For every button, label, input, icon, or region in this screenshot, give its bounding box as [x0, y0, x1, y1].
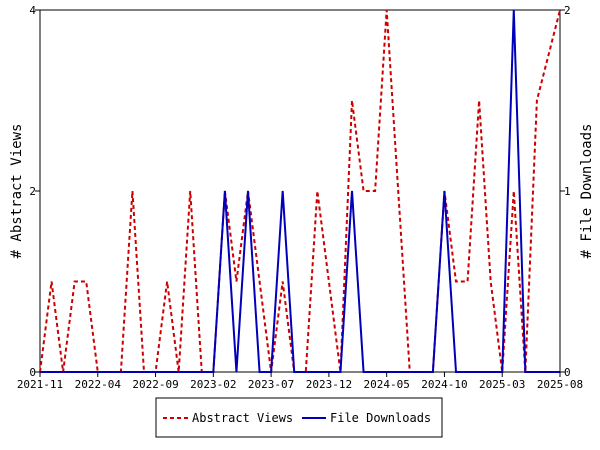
y-axis-left-title: # Abstract Views: [9, 124, 25, 259]
x-tick-label: 2022-09: [132, 378, 178, 391]
y-right-tick-label: 1: [564, 185, 571, 198]
x-tick-label: 2021-11: [17, 378, 63, 391]
legend-label-abstract-views: Abstract Views: [192, 411, 293, 425]
series-line-file-downloads: [40, 9, 560, 373]
legend-box: [155, 397, 443, 438]
x-tick-label: 2023-12: [306, 378, 352, 391]
x-tick-label: 2023-07: [248, 378, 294, 391]
x-tick-label: 2025-03: [479, 378, 525, 391]
x-tick-label: 2024-05: [363, 378, 409, 391]
x-tick-label: 2022-04: [75, 378, 122, 391]
legend-label-file-downloads: File Downloads: [330, 411, 431, 425]
x-tick-label: 2025-08: [537, 378, 583, 391]
y-right-tick-label: 0: [564, 366, 571, 379]
legend: Abstract Views File Downloads: [155, 397, 443, 438]
plot-frame: [39, 9, 561, 373]
x-tick-label: 2024-10: [421, 378, 467, 391]
y-left-tick-label: 4: [29, 4, 36, 17]
x-tick-label: 2023-02: [190, 378, 236, 391]
y-axis-right-title: # File Downloads: [579, 124, 595, 259]
y-left-tick-label: 0: [29, 366, 36, 379]
y-left-tick-label: 2: [29, 185, 36, 198]
series-line-abstract-views: [39, 9, 561, 373]
y-right-tick-label: 2: [564, 4, 571, 17]
